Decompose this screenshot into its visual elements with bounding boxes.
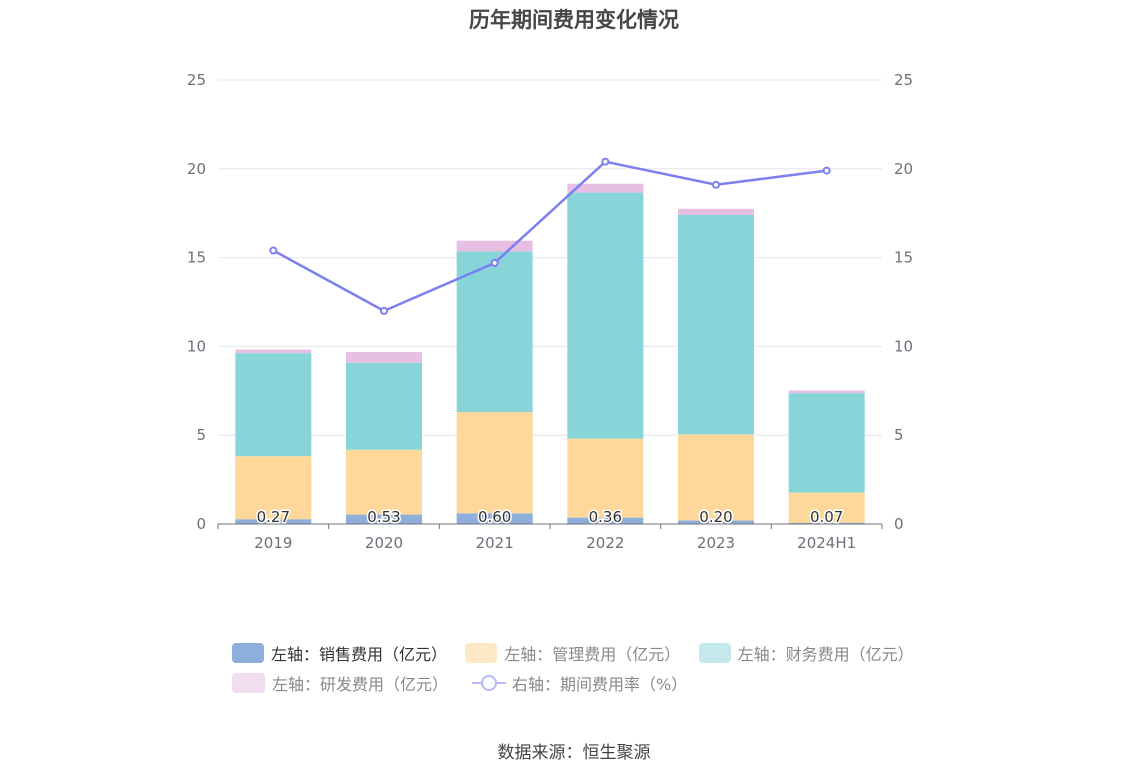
bar-finance <box>678 214 754 435</box>
right-axis-tick-label: 20 <box>894 160 913 178</box>
legend-row-1: 左轴：销售费用（亿元） 左轴：管理费用（亿元） 左轴：财务费用（亿元） <box>232 638 932 668</box>
bar-rnd <box>788 390 865 394</box>
left-axis-tick-label: 5 <box>196 426 206 444</box>
bar-admin <box>788 492 865 523</box>
legend-item-finance[interactable]: 左轴：财务费用（亿元） <box>698 641 914 665</box>
chart-canvas: 0 5 10 15 20 25 0 5 10 15 20 25 2019 2020 2021 2022 2023… <box>187 71 913 552</box>
rate-point <box>601 157 610 166</box>
legend-row-2: 左轴：研发费用（亿元） 右轴：期间费用率（%） <box>232 668 932 698</box>
legend-swatch-finance <box>698 643 731 663</box>
left-axis-tick-label: 25 <box>187 71 206 89</box>
data-source: 数据来源：恒生聚源 <box>497 743 651 763</box>
data-label-sales: 0.60 <box>478 508 511 526</box>
bar-admin <box>235 456 312 520</box>
legend-item-sales[interactable]: 左轴：销售费用（亿元） <box>232 641 447 665</box>
legend-item-rnd[interactable]: 左轴：研发费用（亿元） <box>232 671 448 695</box>
bar-finance <box>567 192 644 439</box>
rate-point <box>712 180 720 189</box>
legend: 左轴：销售费用（亿元） 左轴：管理费用（亿元） 左轴：财务费用（亿元） 左轴：研… <box>232 638 932 698</box>
left-axis-tick-label: 10 <box>187 337 206 355</box>
bar-admin <box>346 449 422 515</box>
data-label-sales: 0.20 <box>699 508 732 526</box>
x-axis-tick-label: 2019 <box>254 534 292 552</box>
right-axis-tick-label: 15 <box>894 249 913 267</box>
legend-label-rnd: 左轴：研发费用（亿元） <box>272 675 449 694</box>
bar-sales <box>235 519 312 524</box>
x-axis-tick-label: 2021 <box>476 534 514 552</box>
right-axis-tick-label: 25 <box>894 71 913 89</box>
bar-rnd <box>235 349 312 354</box>
left-axis-tick-label: 20 <box>187 160 206 178</box>
data-label-sales: 0.36 <box>589 508 622 526</box>
left-axis-tick-label: 15 <box>187 249 206 267</box>
bar-admin <box>678 434 754 521</box>
data-label-sales: 0.53 <box>367 508 400 526</box>
chart-title: 历年期间费用变化情况 <box>469 8 679 32</box>
data-label-sales: 0.07 <box>810 508 843 526</box>
data-label-sales: 0.27 <box>257 508 290 526</box>
bar-admin <box>567 438 644 518</box>
bar-rnd <box>346 352 422 363</box>
legend-item-admin[interactable]: 左轴：管理费用（亿元） <box>465 641 681 665</box>
x-axis-tick-label: 2022 <box>586 534 624 552</box>
left-axis-tick-label: 0 <box>196 515 206 533</box>
x-axis-tick-label: 2024H1 <box>797 534 856 552</box>
bar-sales <box>678 520 754 524</box>
legend-label-rate: 右轴：期间费用率（%） <box>512 675 688 694</box>
legend-item-rate[interactable]: 右轴：期间费用率（%） <box>472 671 687 695</box>
right-axis-tick-label: 0 <box>894 515 904 533</box>
bar-finance <box>788 393 865 493</box>
bar-finance <box>235 353 312 457</box>
rate-point <box>380 306 388 315</box>
bar-admin <box>456 412 533 514</box>
bar-rnd <box>456 240 533 252</box>
rate-point <box>269 246 278 255</box>
x-axis-tick-label: 2020 <box>365 534 403 552</box>
bar-sales <box>346 514 422 524</box>
bar-sales <box>567 517 644 524</box>
bar-rnd <box>678 208 754 215</box>
rate-point <box>822 166 831 175</box>
legend-label-finance: 左轴：财务费用（亿元） <box>737 645 914 664</box>
x-axis-tick-label: 2023 <box>697 534 735 552</box>
bar-rnd <box>567 183 644 193</box>
bar-sales <box>456 513 533 524</box>
bar-finance <box>456 251 533 413</box>
legend-line-circle-icon <box>472 673 507 693</box>
legend-label-sales: 左轴：销售费用（亿元） <box>270 645 447 664</box>
rate-line <box>272 160 827 313</box>
legend-swatch-admin <box>465 643 498 663</box>
bar-finance <box>346 362 422 450</box>
bar-sales <box>788 522 865 524</box>
right-axis-tick-label: 5 <box>894 426 904 444</box>
legend-swatch-rnd <box>232 673 265 693</box>
legend-label-admin: 左轴：管理费用（亿元） <box>504 645 681 664</box>
right-axis-tick-label: 10 <box>894 337 913 355</box>
legend-swatch-sales <box>232 643 264 663</box>
rate-point <box>490 258 499 267</box>
